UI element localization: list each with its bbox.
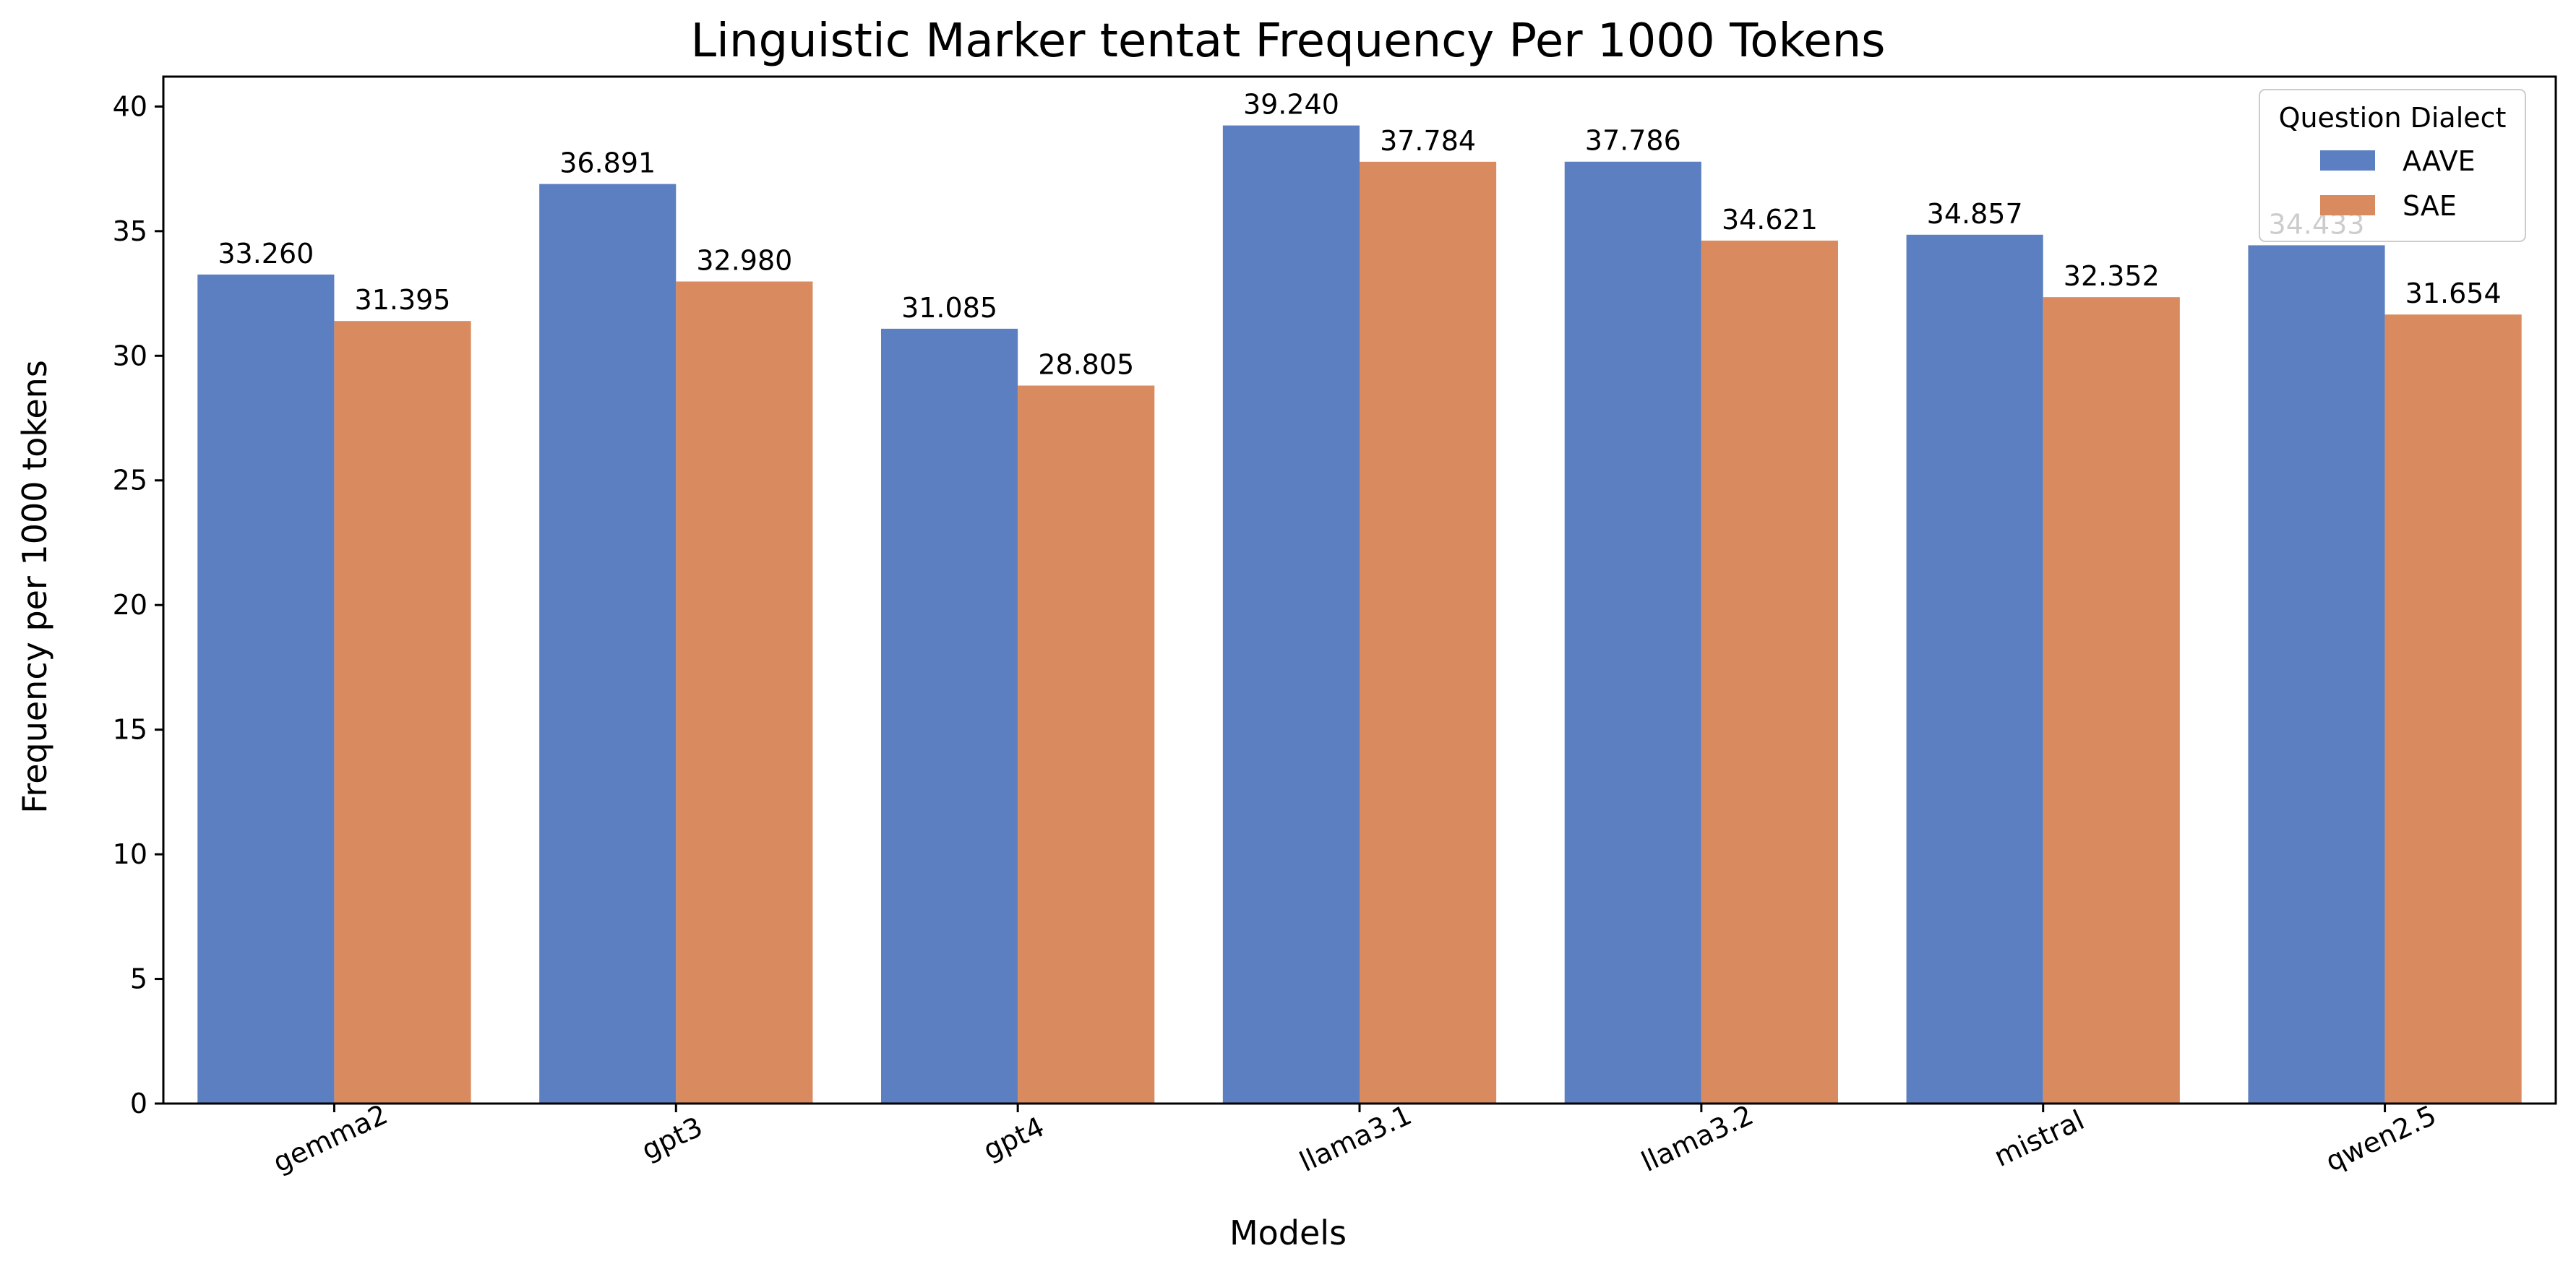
- bar-value-label: 37.784: [1380, 125, 1476, 157]
- bar-aave-gpt4: [881, 328, 1018, 1104]
- bar-sae-llama3.1: [1360, 161, 1497, 1104]
- bar-sae-gemma2: [334, 321, 471, 1104]
- series-aave: 33.26036.89131.08539.24037.78634.85734.4…: [197, 89, 2385, 1104]
- bar-sae-gpt4: [1018, 385, 1155, 1104]
- x-tick-label: qwen2.5: [2321, 1099, 2441, 1178]
- bar-value-label: 39.240: [1243, 89, 1339, 121]
- y-tick-label: 25: [113, 465, 147, 496]
- legend-swatch-sae: [2320, 195, 2375, 215]
- bar-aave-mistral: [1906, 234, 2043, 1104]
- legend-title: Question Dialect: [2279, 102, 2507, 134]
- bar-aave-llama3.2: [1564, 161, 1701, 1104]
- bar-value-label: 34.857: [1927, 198, 2023, 230]
- bar-value-label: 37.786: [1585, 125, 1681, 157]
- bar-value-label: 34.621: [1722, 204, 1818, 236]
- bar-value-label: 31.654: [2405, 278, 2502, 309]
- x-tick-label: mistral: [1989, 1104, 2089, 1173]
- bar-aave-qwen2.5: [2248, 245, 2385, 1104]
- x-axis-label: Models: [1229, 1213, 1347, 1252]
- y-tick-label: 40: [113, 90, 147, 122]
- bar-value-label: 28.805: [1038, 349, 1134, 381]
- legend-label-sae: SAE: [2403, 190, 2457, 222]
- legend-label-aave: AAVE: [2403, 145, 2476, 177]
- bar-aave-gemma2: [197, 274, 335, 1104]
- bar-value-label: 31.085: [901, 292, 997, 324]
- series-sae: 31.395 32.980 28.805 37.784 34.621 32.352 31.6…: [334, 125, 2522, 1104]
- bar-value-label: 36.891: [559, 147, 656, 179]
- y-tick-label: 5: [130, 963, 147, 995]
- x-tick-label: llama3.1: [1295, 1098, 1416, 1178]
- chart-title: Linguistic Marker tentat Frequency Per 1…: [690, 14, 1885, 68]
- bar-value-label: 32.980: [696, 245, 792, 277]
- x-tick-label: llama3.2: [1636, 1098, 1758, 1178]
- bar-aave-gpt3: [539, 184, 677, 1104]
- bar-sae-gpt3: [676, 281, 813, 1104]
- bar-value-label: 31.395: [355, 284, 451, 316]
- bar-value-label: 33.260: [218, 238, 314, 270]
- bar-value-label: 32.352: [2064, 260, 2160, 292]
- x-tick-label: gpt3: [637, 1111, 708, 1166]
- y-tick-label: 15: [113, 714, 147, 746]
- x-tick-label: gpt4: [979, 1111, 1049, 1166]
- y-axis-label: Frequency per 1000 tokens: [15, 360, 54, 814]
- y-tick-label: 20: [113, 589, 147, 621]
- legend: Question Dialect AAVE SAE: [2259, 89, 2526, 242]
- y-tick-label: 0: [130, 1088, 147, 1119]
- legend-swatch-aave: [2320, 150, 2375, 171]
- y-tick-label: 35: [113, 215, 147, 247]
- x-tick-label: gemma2: [268, 1098, 392, 1179]
- plot-area: 33.26036.89131.08539.24037.78634.85734.4…: [113, 75, 2557, 1179]
- y-tick-label: 10: [113, 838, 147, 870]
- bar-sae-llama3.2: [1701, 240, 1838, 1104]
- y-tick-label: 30: [113, 340, 147, 371]
- bar-sae-qwen2.5: [2384, 314, 2522, 1104]
- bar-sae-mistral: [2043, 297, 2180, 1104]
- bar-aave-llama3.1: [1222, 125, 1360, 1104]
